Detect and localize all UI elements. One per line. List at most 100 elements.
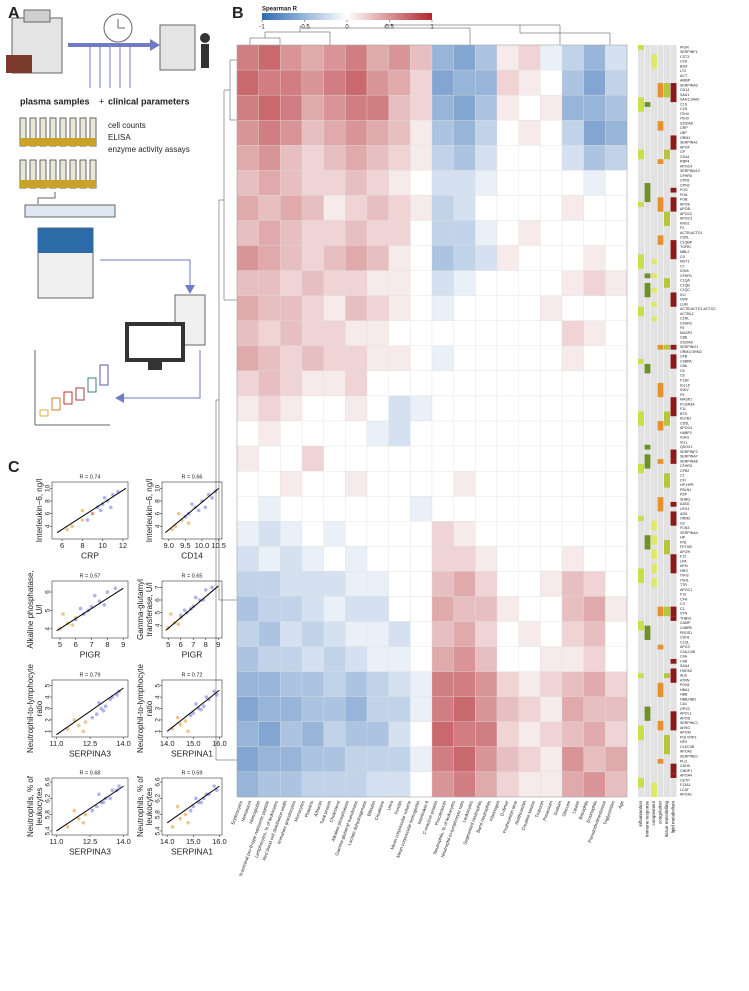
heatmap-cell bbox=[605, 420, 628, 447]
heatmap-cell bbox=[453, 270, 476, 296]
heatmap-cell bbox=[518, 245, 541, 271]
heatmap-cell bbox=[475, 345, 498, 372]
heatmap-cell bbox=[518, 295, 541, 321]
y-tick-label: 4 bbox=[155, 623, 162, 627]
row-label: CD14 bbox=[680, 88, 689, 92]
fit-line bbox=[56, 687, 124, 736]
heatmap-cell bbox=[496, 671, 519, 697]
heatmap-cell bbox=[605, 270, 628, 296]
heatmap-cell bbox=[345, 295, 368, 321]
heatmap-cell bbox=[561, 69, 584, 96]
heatmap-cell bbox=[583, 746, 606, 773]
heatmap-cell bbox=[280, 420, 303, 447]
heatmap-cell bbox=[583, 170, 606, 196]
heatmap-cell bbox=[496, 721, 519, 748]
point bbox=[175, 715, 180, 720]
heatmap-cell bbox=[258, 145, 281, 171]
column-label: Albumin bbox=[313, 800, 323, 817]
heatmap-cell bbox=[518, 696, 541, 722]
heatmap-cell bbox=[323, 245, 346, 271]
heatmap-cell bbox=[475, 621, 498, 647]
category-block bbox=[651, 54, 657, 69]
heatmap-cell bbox=[605, 145, 628, 171]
y-tick-label: 5 bbox=[155, 610, 162, 614]
y-tick-label: 8 bbox=[155, 499, 162, 503]
category-block bbox=[644, 273, 651, 279]
heatmap-cell bbox=[410, 170, 433, 196]
row-label: APOA4 bbox=[680, 774, 692, 778]
heatmap-cell bbox=[280, 320, 303, 346]
heatmap-cell bbox=[410, 470, 433, 497]
heatmap-cell bbox=[301, 496, 324, 522]
heatmap-cell bbox=[431, 120, 454, 146]
heatmap-cell bbox=[475, 295, 498, 321]
column-label: Creatinine bbox=[374, 800, 386, 821]
category-block bbox=[670, 459, 677, 464]
category-block bbox=[670, 511, 677, 526]
heatmap-cell bbox=[496, 94, 519, 121]
point bbox=[72, 718, 77, 722]
point bbox=[190, 502, 194, 506]
heatmap-cell bbox=[410, 746, 433, 773]
heatmap-cell bbox=[236, 696, 259, 722]
category-block bbox=[670, 344, 677, 350]
heatmap-cell bbox=[583, 395, 606, 422]
point bbox=[214, 693, 219, 697]
category-block bbox=[638, 149, 644, 160]
y-tick-label: 1 bbox=[45, 729, 52, 733]
heatmap-cell bbox=[410, 696, 433, 722]
heatmap-cell bbox=[345, 44, 368, 71]
column-label: Basophils bbox=[578, 799, 590, 820]
heatmap-cell bbox=[496, 270, 519, 296]
heatmap-cell bbox=[258, 44, 281, 71]
row-label: FCGR3A bbox=[680, 402, 695, 406]
category-block bbox=[670, 554, 677, 569]
heatmap-cell bbox=[345, 721, 368, 748]
row-label: HBB bbox=[680, 693, 688, 697]
point bbox=[176, 622, 181, 626]
heatmap-cell bbox=[366, 496, 389, 522]
heatmap-cell bbox=[453, 120, 476, 146]
heatmap-cell bbox=[236, 621, 259, 647]
label: cell counts bbox=[108, 121, 146, 130]
heatmap-cell bbox=[301, 521, 324, 547]
heatmap bbox=[236, 44, 628, 798]
panel-label: A bbox=[8, 5, 20, 22]
heatmap-cell bbox=[431, 370, 454, 397]
heatmap-cell bbox=[605, 771, 628, 798]
heatmap-cell bbox=[366, 521, 389, 547]
heatmap-cell bbox=[605, 345, 628, 372]
heatmap-cell bbox=[410, 270, 433, 296]
row-label: SERPINA1 bbox=[680, 141, 698, 145]
heatmap-cell bbox=[605, 170, 628, 196]
category-label: tissue remodelling bbox=[664, 801, 669, 838]
plot-frame bbox=[51, 679, 129, 738]
heatmap-cell bbox=[388, 270, 411, 296]
y-axis-label: leukocytes bbox=[145, 788, 154, 826]
heatmap-cell bbox=[366, 345, 389, 372]
category-block bbox=[670, 658, 677, 664]
row-label: RBP4 bbox=[680, 160, 689, 164]
heatmap-cell bbox=[323, 94, 346, 121]
heatmap-cell bbox=[475, 546, 498, 572]
heatmap-cell bbox=[410, 496, 433, 522]
heatmap-cell bbox=[366, 395, 389, 422]
heatmap-cell bbox=[605, 721, 628, 748]
row-label: F2 bbox=[680, 226, 684, 230]
heatmap-cell bbox=[323, 721, 346, 748]
heatmap-cell bbox=[561, 345, 584, 372]
colorbar-tick-label: 1 bbox=[430, 25, 434, 31]
heatmap-cell bbox=[540, 320, 563, 346]
heatmap-cell bbox=[301, 546, 324, 572]
row-label: MASP2 bbox=[680, 331, 692, 335]
y-tick-label: 5 bbox=[155, 684, 162, 688]
point bbox=[90, 511, 95, 516]
heatmap-cell bbox=[496, 646, 519, 672]
y-axis-label: Neutrophil-to-lymphocyte bbox=[26, 663, 35, 752]
label: ELISA bbox=[108, 133, 131, 142]
heatmap-cell bbox=[388, 521, 411, 547]
heatmap-cell bbox=[540, 696, 563, 722]
column-label: Urea bbox=[386, 800, 394, 811]
heatmap-cell bbox=[345, 496, 368, 522]
heatmap-cell bbox=[345, 671, 368, 697]
